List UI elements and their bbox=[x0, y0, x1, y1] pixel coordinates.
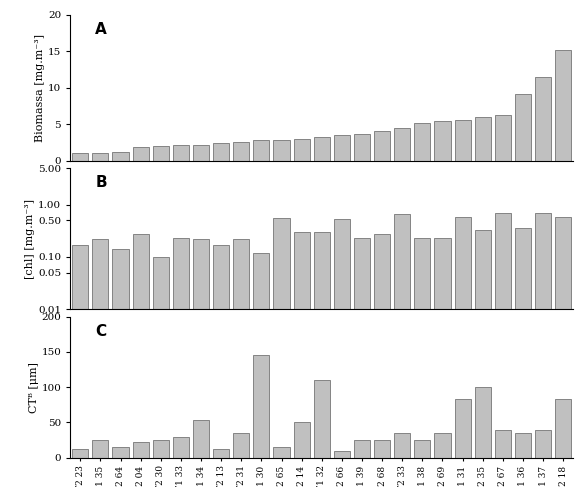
Bar bbox=[233, 239, 249, 487]
Bar bbox=[354, 238, 370, 487]
Bar bbox=[555, 50, 572, 161]
Bar bbox=[474, 387, 491, 458]
Bar bbox=[153, 440, 169, 458]
Bar bbox=[112, 447, 129, 458]
Bar bbox=[294, 232, 309, 487]
Y-axis label: Biomassa [mg.m⁻³]: Biomassa [mg.m⁻³] bbox=[35, 34, 45, 142]
Y-axis label: [chl] [mg.m⁻³]: [chl] [mg.m⁻³] bbox=[25, 199, 35, 279]
Bar bbox=[173, 145, 189, 161]
Bar bbox=[294, 139, 309, 161]
Bar bbox=[455, 217, 471, 487]
Bar bbox=[92, 440, 108, 458]
Bar bbox=[92, 239, 108, 487]
Bar bbox=[435, 121, 450, 161]
Bar bbox=[354, 133, 370, 161]
Bar bbox=[273, 218, 290, 487]
Bar bbox=[515, 94, 531, 161]
Bar bbox=[92, 153, 108, 161]
Bar bbox=[334, 451, 350, 458]
Bar bbox=[72, 245, 88, 487]
Bar bbox=[474, 117, 491, 161]
Bar bbox=[455, 120, 471, 161]
Text: C: C bbox=[95, 323, 106, 338]
Bar bbox=[273, 139, 290, 161]
Text: A: A bbox=[95, 22, 107, 37]
Bar bbox=[555, 399, 572, 458]
Bar bbox=[112, 152, 129, 161]
Bar bbox=[133, 234, 149, 487]
Bar bbox=[193, 239, 209, 487]
Bar bbox=[193, 145, 209, 161]
Y-axis label: CTᴮ [μm]: CTᴮ [μm] bbox=[29, 362, 39, 412]
Bar bbox=[213, 450, 229, 458]
Bar bbox=[394, 433, 410, 458]
Bar bbox=[495, 430, 511, 458]
Bar bbox=[72, 450, 88, 458]
Bar bbox=[435, 433, 450, 458]
Bar bbox=[253, 140, 270, 161]
Bar bbox=[314, 380, 330, 458]
Bar bbox=[515, 228, 531, 487]
Bar bbox=[253, 356, 270, 458]
Bar bbox=[133, 147, 149, 161]
Bar bbox=[193, 420, 209, 458]
Bar bbox=[374, 234, 390, 487]
Bar bbox=[112, 249, 129, 487]
Bar bbox=[535, 76, 551, 161]
Bar bbox=[153, 257, 169, 487]
Bar bbox=[72, 153, 88, 161]
Bar bbox=[394, 214, 410, 487]
Bar bbox=[374, 131, 390, 161]
Bar bbox=[173, 238, 189, 487]
Bar bbox=[334, 135, 350, 161]
Bar bbox=[233, 142, 249, 161]
Bar bbox=[414, 440, 431, 458]
Bar bbox=[435, 238, 450, 487]
Bar bbox=[233, 433, 249, 458]
Bar bbox=[535, 213, 551, 487]
Bar bbox=[394, 128, 410, 161]
Bar bbox=[414, 238, 431, 487]
Bar bbox=[555, 217, 572, 487]
Text: B: B bbox=[95, 175, 107, 190]
Bar bbox=[153, 146, 169, 161]
Bar bbox=[495, 115, 511, 161]
Bar bbox=[414, 123, 431, 161]
Bar bbox=[314, 232, 330, 487]
Bar bbox=[273, 447, 290, 458]
Bar bbox=[294, 422, 309, 458]
Bar bbox=[173, 436, 189, 458]
Bar bbox=[474, 230, 491, 487]
Bar bbox=[253, 253, 270, 487]
Bar bbox=[535, 430, 551, 458]
Bar bbox=[213, 245, 229, 487]
Bar bbox=[495, 213, 511, 487]
Bar bbox=[374, 440, 390, 458]
Bar bbox=[455, 399, 471, 458]
Bar bbox=[354, 440, 370, 458]
Bar bbox=[334, 220, 350, 487]
Bar bbox=[314, 136, 330, 161]
Bar bbox=[515, 433, 531, 458]
Bar bbox=[133, 442, 149, 458]
Bar bbox=[213, 143, 229, 161]
